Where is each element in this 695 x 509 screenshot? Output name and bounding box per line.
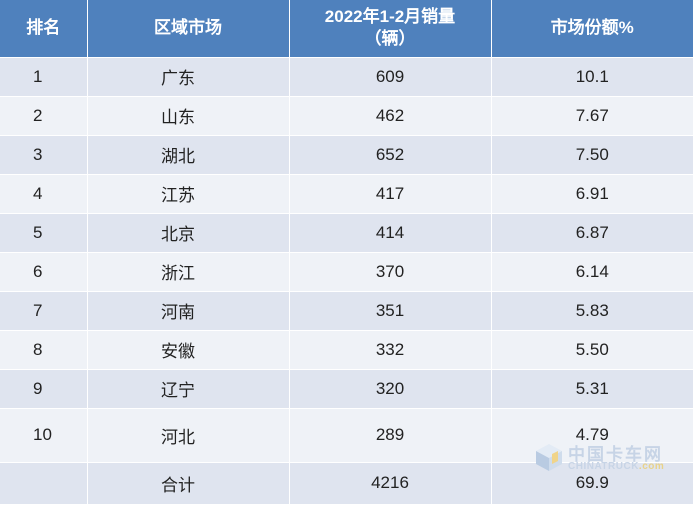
cell-total-share: 69.9: [490, 461, 693, 504]
cell-region: 安徽: [86, 329, 289, 369]
header-row: 排名 区域市场 2022年1-2月销量 （辆） 市场份额%: [0, 0, 693, 57]
cell-region: 河南: [86, 290, 289, 330]
cell-region: 山东: [86, 95, 289, 135]
table-row: 6 浙江 370 6.14: [0, 251, 693, 291]
cell-rank: 1: [0, 56, 87, 96]
cell-region: 河北: [86, 407, 289, 462]
cell-rank: [0, 461, 87, 504]
total-row: 合计 4216 69.9: [0, 461, 693, 504]
cell-sales: 609: [288, 56, 491, 96]
cell-sales: 370: [288, 251, 491, 291]
header-region: 区域市场: [86, 0, 289, 57]
header-rank: 排名: [0, 0, 87, 57]
cell-rank: 7: [0, 290, 87, 330]
table-row: 1 广东 609 10.1: [0, 56, 693, 96]
cell-rank: 9: [0, 368, 87, 408]
cell-share: 6.14: [490, 251, 693, 291]
cell-share: 5.83: [490, 290, 693, 330]
table-row: 3 湖北 652 7.50: [0, 134, 693, 174]
header-sales-title: 2022年1-2月销量: [324, 7, 456, 27]
watermark-en-suffix: .com: [638, 461, 665, 472]
cell-share: 10.1: [490, 56, 693, 96]
cell-share: 6.87: [490, 212, 693, 252]
cell-region: 浙江: [86, 251, 289, 291]
cell-rank: 10: [0, 407, 87, 462]
cell-total-label: 合计: [86, 461, 289, 504]
table-body: 1 广东 609 10.1 2 山东 462 7.67 3 湖北 652 7.5…: [0, 56, 693, 504]
cell-region: 江苏: [86, 173, 289, 213]
table-row: 9 辽宁 320 5.31: [0, 368, 693, 408]
cell-region: 广东: [86, 56, 289, 96]
cell-region: 北京: [86, 212, 289, 252]
table-row: 5 北京 414 6.87: [0, 212, 693, 252]
cell-total-sales: 4216: [288, 461, 491, 504]
cell-sales: 332: [288, 329, 491, 369]
cell-sales: 414: [288, 212, 491, 252]
header-sales: 2022年1-2月销量 （辆）: [288, 0, 491, 57]
cell-sales: 289: [288, 407, 491, 462]
cell-sales: 351: [288, 290, 491, 330]
cell-share: 7.67: [490, 95, 693, 135]
cell-share: 7.50: [490, 134, 693, 174]
cell-rank: 3: [0, 134, 87, 174]
cell-region: 湖北: [86, 134, 289, 174]
cell-share: 6.91: [490, 173, 693, 213]
table-row: 10 河北 289 4.79: [0, 407, 693, 462]
cell-sales: 320: [288, 368, 491, 408]
table-row: 8 安徽 332 5.50: [0, 329, 693, 369]
watermark-en-text: CHINATRUCK.com: [568, 461, 664, 472]
cell-share: 4.79: [490, 407, 693, 462]
cell-region: 辽宁: [86, 368, 289, 408]
table-row: 2 山东 462 7.67: [0, 95, 693, 135]
cell-share: 5.31: [490, 368, 693, 408]
header-sales-unit: （辆）: [364, 29, 416, 49]
cell-sales: 462: [288, 95, 491, 135]
cell-rank: 8: [0, 329, 87, 369]
header-share: 市场份额%: [490, 0, 693, 57]
cell-rank: 2: [0, 95, 87, 135]
cell-rank: 5: [0, 212, 87, 252]
table-header: 排名 区域市场 2022年1-2月销量 （辆） 市场份额%: [0, 0, 693, 57]
watermark: 中国卡车网 CHINATRUCK.com: [534, 440, 684, 496]
watermark-cn-text: 中国卡车网: [568, 445, 663, 465]
cell-sales: 417: [288, 173, 491, 213]
watermark-en-name: CHINATRUCK: [568, 461, 639, 472]
cell-rank: 4: [0, 173, 87, 213]
cube-logo-icon: [536, 444, 562, 471]
cell-share: 5.50: [490, 329, 693, 369]
table-row: 4 江苏 417 6.91: [0, 173, 693, 213]
cell-rank: 6: [0, 251, 87, 291]
table-row: 7 河南 351 5.83: [0, 290, 693, 330]
cell-sales: 652: [288, 134, 491, 174]
